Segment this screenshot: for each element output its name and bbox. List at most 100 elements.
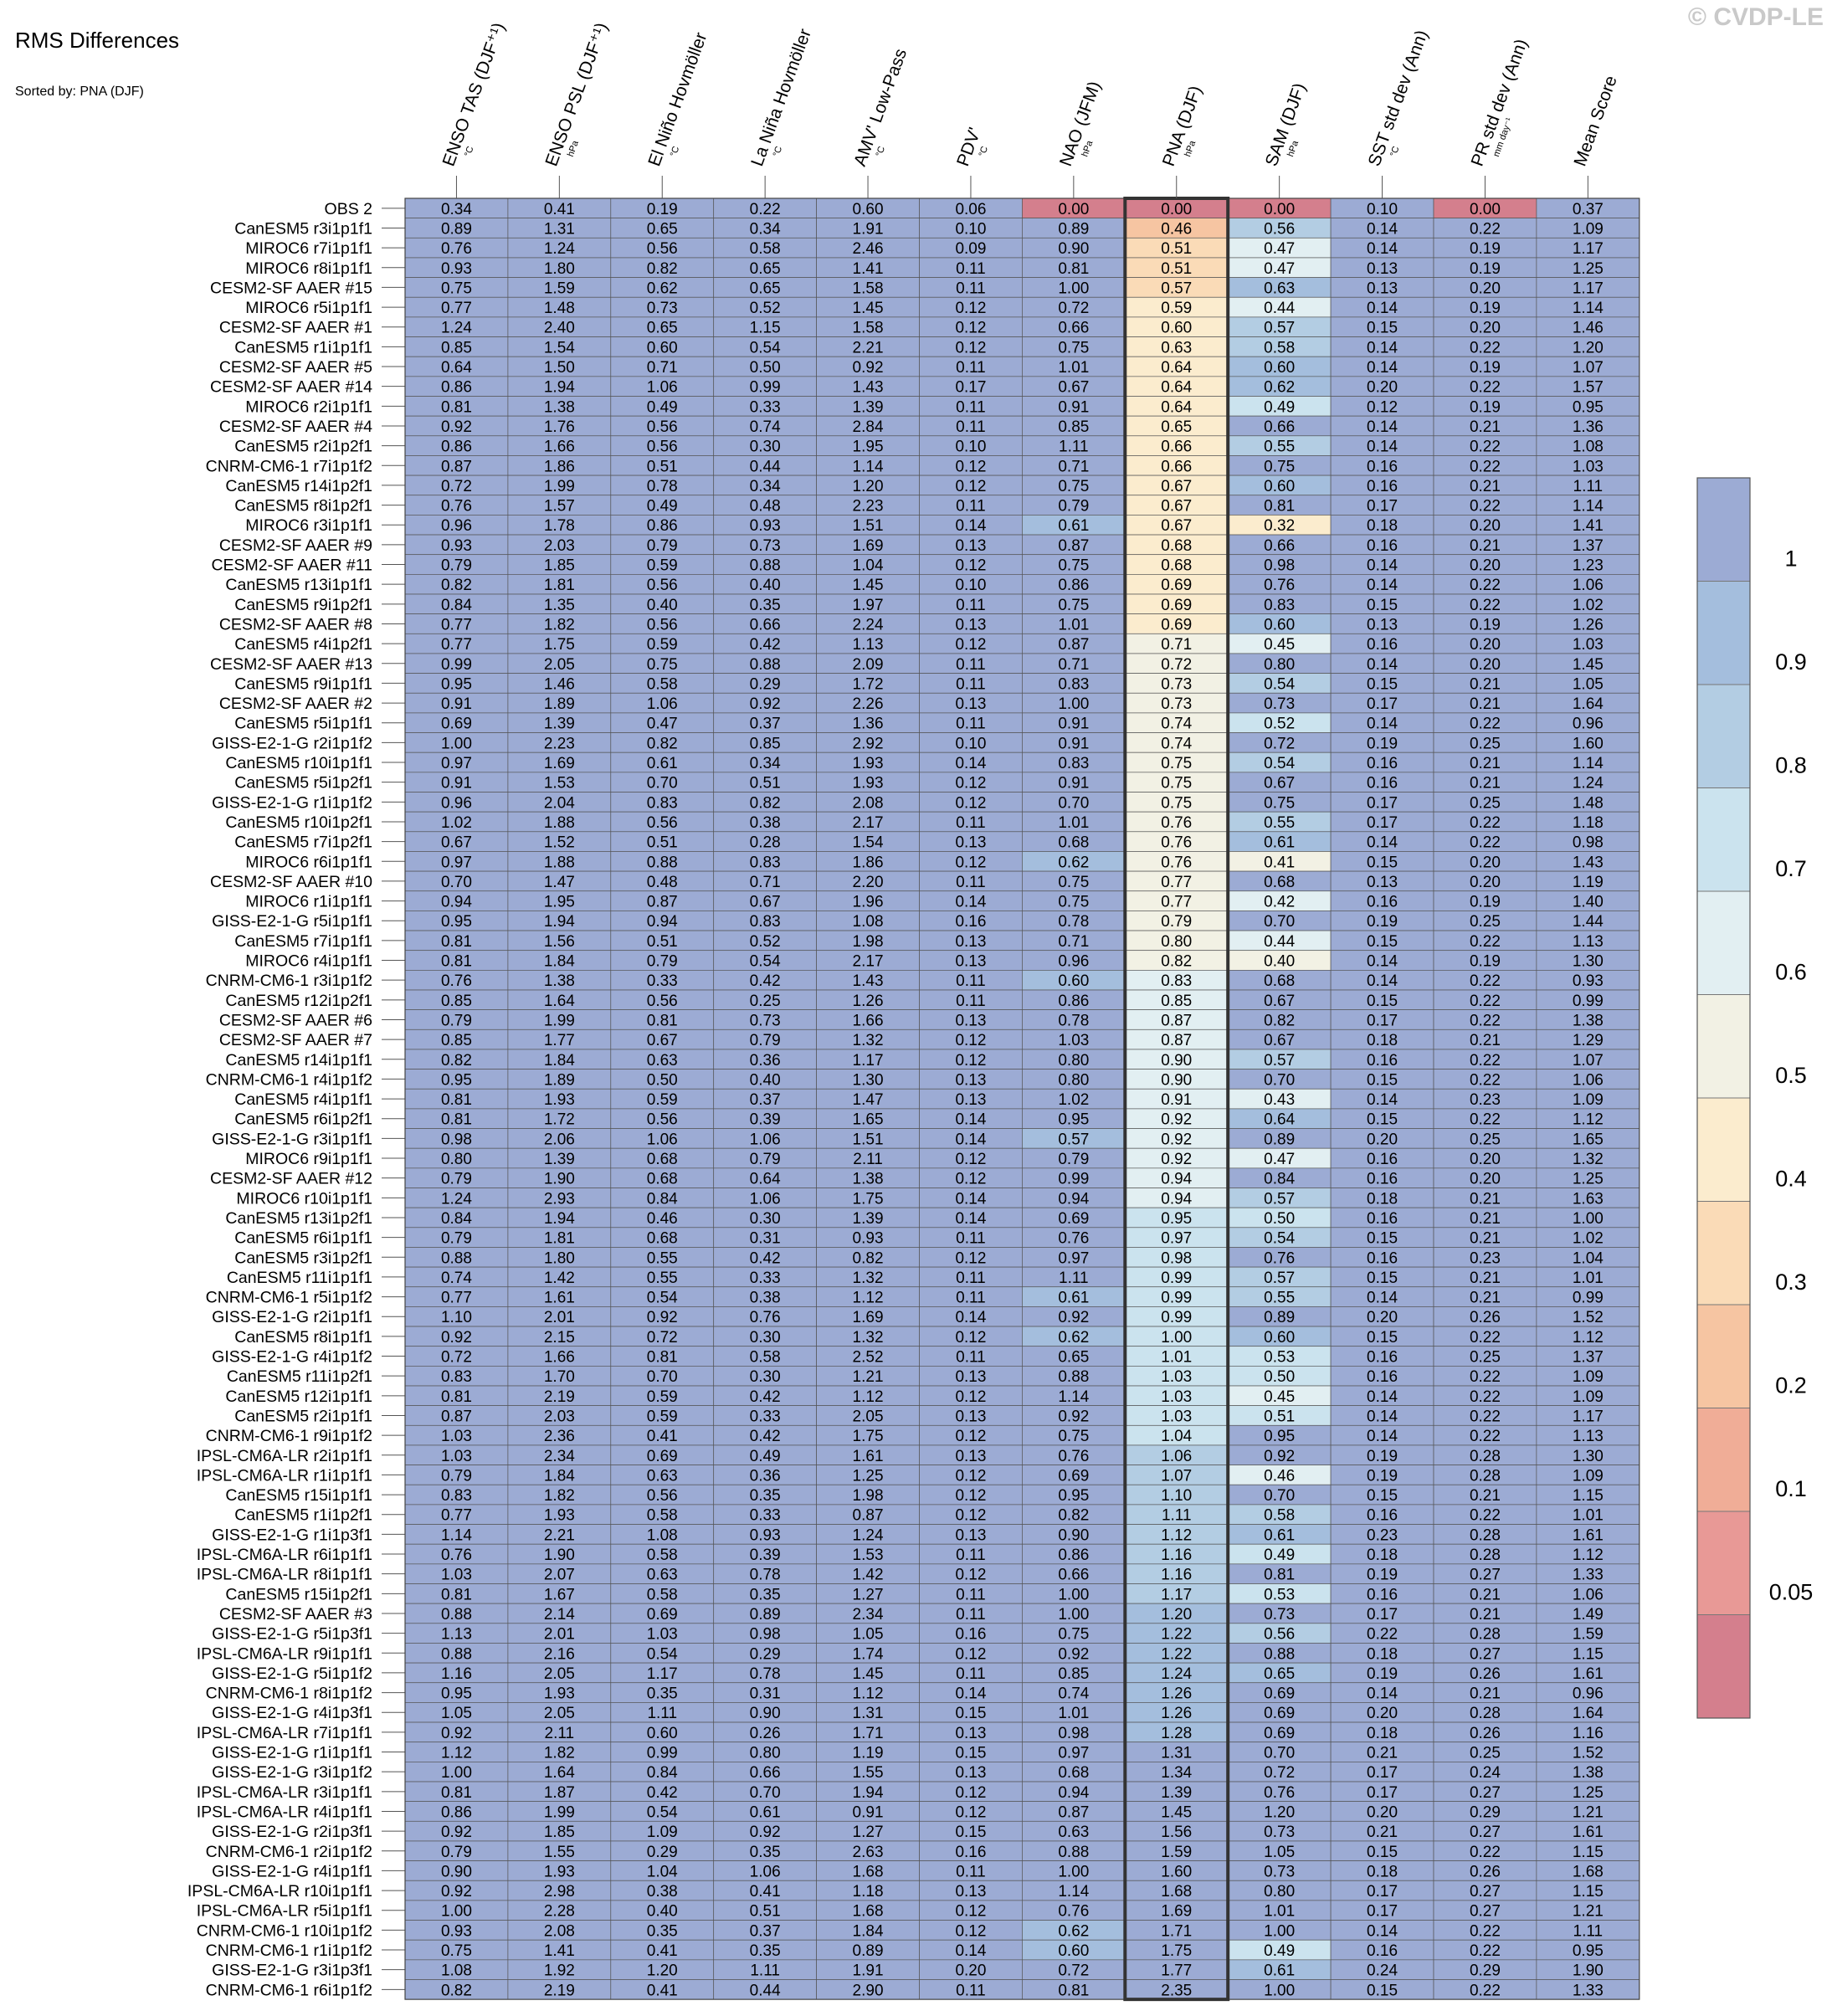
cell-value-label: 1.67 xyxy=(544,1586,575,1603)
cell-value-label: 1.99 xyxy=(544,478,575,495)
cell-value-label: 0.81 xyxy=(441,953,472,971)
cell-value-label: 0.18 xyxy=(1367,1032,1398,1049)
cell-value-label: 0.81 xyxy=(441,1111,472,1129)
cell-value-label: 1.17 xyxy=(1161,1586,1192,1603)
cell-value-label: 0.89 xyxy=(1264,1309,1295,1326)
cell-value-label: 1.65 xyxy=(1573,1131,1604,1148)
cell-value-label: 0.24 xyxy=(1367,1962,1398,1980)
cell-value-label: 0.80 xyxy=(441,1151,472,1168)
cell-value-label: 0.82 xyxy=(441,1982,472,1999)
cell-value-label: 0.14 xyxy=(955,517,986,535)
cell-value-label: 0.17 xyxy=(1367,814,1398,832)
cell-value-label: 0.93 xyxy=(1573,972,1604,990)
row-label: CESM2-SF AAER #9 xyxy=(219,536,372,555)
cell-value-label: 0.82 xyxy=(441,577,472,594)
row-label: GISS-E2-1-G r1i1p1f1 xyxy=(212,1744,372,1762)
cell-value-label: 0.28 xyxy=(1470,1526,1501,1544)
cell-value-label: 1.17 xyxy=(853,1052,884,1070)
cell-value-label: 1.11 xyxy=(1162,1507,1192,1525)
cell-value-label: 2.19 xyxy=(544,1982,575,1999)
cell-value-label: 0.41 xyxy=(647,1982,678,1999)
cell-value-label: 0.75 xyxy=(1161,755,1192,772)
cell-value-label: 0.13 xyxy=(955,1012,986,1029)
cell-value-label: 1.06 xyxy=(1573,577,1604,594)
grid-frame xyxy=(404,197,1640,2000)
cell-value-label: 1.01 xyxy=(1058,1705,1089,1722)
cell-value-label: 0.24 xyxy=(1470,1764,1501,1782)
cell-value-label: 0.18 xyxy=(1367,1863,1398,1880)
cell-value-label: 1.58 xyxy=(853,280,884,297)
cell-value-label: 0.62 xyxy=(1264,379,1295,397)
cell-value-label: 0.79 xyxy=(750,1032,781,1049)
colorbar-tick-label: 0.5 xyxy=(1775,1063,1807,1088)
row-label: CanESM5 r15i1p1f1 xyxy=(225,1486,372,1505)
cell-value-label: 0.49 xyxy=(647,498,678,516)
cell-value-label: 2.03 xyxy=(544,537,575,555)
cell-value-label: 0.82 xyxy=(853,1249,884,1267)
cell-value-label: 0.15 xyxy=(1367,933,1398,951)
cell-value-label: 1.05 xyxy=(441,1705,472,1722)
cell-value-label: 0.93 xyxy=(441,260,472,278)
cell-value-label: 0.95 xyxy=(1058,1111,1089,1129)
cell-value-label: 2.05 xyxy=(544,1705,575,1722)
cell-value-label: 0.74 xyxy=(1161,716,1192,733)
cell-value-label: 0.77 xyxy=(1161,894,1192,911)
cell-value-label: 1.16 xyxy=(1161,1547,1192,1564)
cell-value-label: 0.62 xyxy=(647,280,678,297)
cell-value-label: 0.63 xyxy=(1264,280,1295,297)
cell-value-label: 2.16 xyxy=(544,1645,575,1663)
cell-value-label: 1.05 xyxy=(853,1626,884,1644)
cell-value-label: 0.22 xyxy=(1470,834,1501,852)
colorbar-swatch xyxy=(1696,890,1751,995)
cell-value-label: 0.75 xyxy=(1058,894,1089,911)
cell-value-label: 0.22 xyxy=(1470,1329,1501,1347)
cell-value-label: 1.32 xyxy=(853,1032,884,1049)
row-label: GISS-E2-1-G r5i1p1f1 xyxy=(212,912,372,931)
cell-value-label: 0.22 xyxy=(1470,1408,1501,1425)
cell-value-label: 1.15 xyxy=(750,320,781,337)
cell-value-label: 0.70 xyxy=(1264,1071,1295,1089)
row-label: CanESM5 r1i1p1f1 xyxy=(234,338,372,357)
cell-value-label: 0.27 xyxy=(1470,1567,1501,1584)
cell-value-label: 1.09 xyxy=(1573,1368,1604,1386)
row-label: CanESM5 r10i1p1f1 xyxy=(225,754,372,772)
cell-value-label: 1.24 xyxy=(441,320,472,337)
cell-value-label: 0.15 xyxy=(1367,854,1398,871)
cell-value-label: 1.08 xyxy=(1573,439,1604,456)
cell-value-label: 0.26 xyxy=(1470,1725,1501,1742)
cell-value-label: 1.41 xyxy=(853,260,884,278)
cell-value-label: 0.16 xyxy=(1367,1249,1398,1267)
cell-value-label: 0.58 xyxy=(647,1586,678,1603)
row-label: CNRM-CM6-1 r8i1p1f2 xyxy=(206,1685,372,1703)
cell-value-label: 0.91 xyxy=(1058,716,1089,733)
cell-value-label: 0.78 xyxy=(750,1567,781,1584)
cell-value-label: 1.16 xyxy=(1573,1725,1604,1742)
cell-value-label: 0.49 xyxy=(1264,1547,1295,1564)
cell-value-label: 0.83 xyxy=(441,1368,472,1386)
cell-value-label: 0.15 xyxy=(1367,1844,1398,1861)
cell-value-label: 0.17 xyxy=(1367,1784,1398,1802)
cell-value-label: 0.74 xyxy=(441,1270,472,1287)
cell-value-label: 0.72 xyxy=(1264,1764,1295,1782)
row-label: IPSL-CM6A-LR r6i1p1f1 xyxy=(197,1546,372,1564)
row-label: CNRM-CM6-1 r9i1p1f2 xyxy=(206,1427,372,1445)
cell-value-label: 1.10 xyxy=(441,1309,472,1326)
row-label: IPSL-CM6A-LR r8i1p1f1 xyxy=(197,1566,372,1584)
cell-value-label: 0.63 xyxy=(647,1567,678,1584)
cell-value-label: 0.20 xyxy=(1470,1171,1501,1188)
cell-value-label: 1.74 xyxy=(853,1645,884,1663)
cell-value-label: 0.50 xyxy=(750,359,781,377)
cell-value-label: 1.61 xyxy=(853,1448,884,1465)
cell-value-label: 0.42 xyxy=(750,1388,781,1406)
cell-value-label: 1.00 xyxy=(1058,1586,1089,1603)
cell-value-label: 0.72 xyxy=(441,1349,472,1367)
cell-value-label: 0.64 xyxy=(1161,379,1192,397)
cell-value-label: 0.95 xyxy=(441,1071,472,1089)
row-label: CanESM5 r15i1p2f1 xyxy=(225,1585,372,1603)
cell-value-label: 0.36 xyxy=(750,1467,781,1485)
cell-value-label: 0.80 xyxy=(750,1745,781,1762)
cell-value-label: 0.14 xyxy=(1367,953,1398,971)
cell-value-label: 1.57 xyxy=(1573,379,1604,397)
cell-value-label: 1.02 xyxy=(441,814,472,832)
cell-value-label: 0.15 xyxy=(1367,675,1398,693)
